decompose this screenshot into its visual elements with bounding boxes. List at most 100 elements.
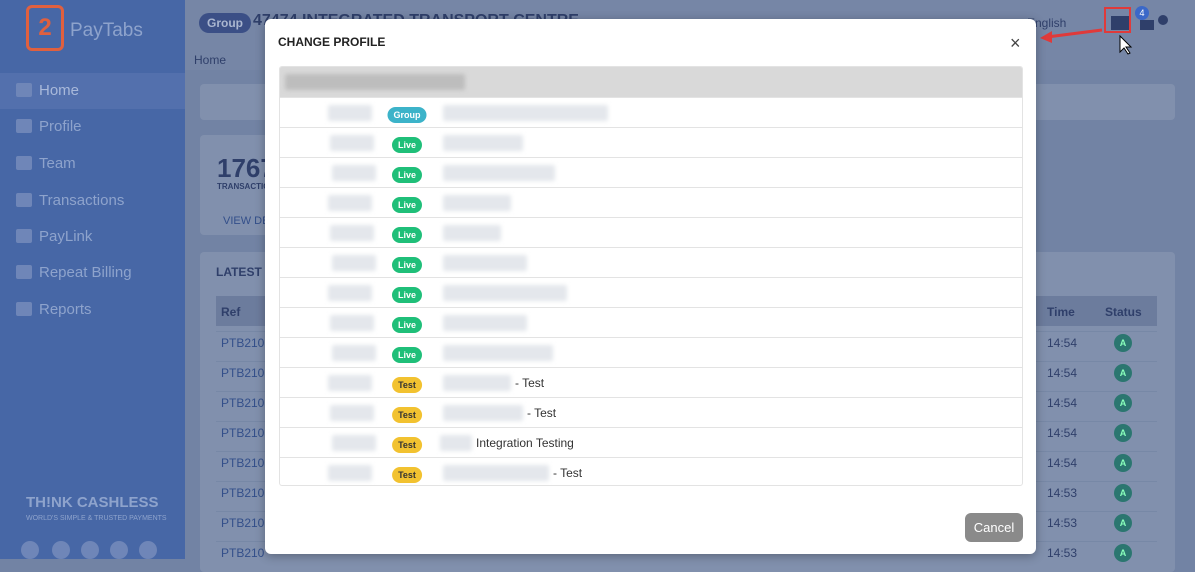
env-badge: Test bbox=[392, 467, 422, 483]
profile-id bbox=[330, 135, 374, 151]
summary-label: TRANSACTIONS bbox=[217, 182, 281, 191]
menu-item[interactable]: Transactions bbox=[39, 192, 125, 209]
social-icon[interactable] bbox=[52, 541, 70, 559]
social-icon[interactable] bbox=[110, 541, 128, 559]
notification-count: 4 bbox=[1135, 6, 1149, 20]
ref[interactable]: PTB210 bbox=[221, 516, 265, 530]
column-header: Time bbox=[1047, 305, 1075, 319]
profile-name bbox=[443, 465, 549, 481]
profile-suffix: - Test bbox=[515, 376, 545, 390]
profile-row[interactable]: Live bbox=[280, 157, 1022, 187]
time: 14:53 bbox=[1047, 516, 1078, 530]
ref[interactable]: PTB210 bbox=[221, 456, 265, 470]
menu-item[interactable]: PayLink bbox=[39, 228, 93, 245]
status: A bbox=[1114, 364, 1132, 382]
ref[interactable]: PTB210 bbox=[221, 396, 265, 410]
social-icon[interactable] bbox=[139, 541, 157, 559]
ref[interactable]: PTB210 bbox=[221, 546, 265, 560]
profile-name bbox=[443, 105, 608, 121]
profile-id bbox=[328, 105, 372, 121]
profile-row[interactable]: Live bbox=[280, 217, 1022, 247]
ref[interactable]: PTB210 bbox=[221, 336, 265, 350]
time: 14:53 bbox=[1047, 486, 1078, 500]
menu-icon bbox=[16, 119, 32, 133]
profile-suffix: - Test bbox=[553, 466, 583, 480]
time: 14:54 bbox=[1047, 396, 1078, 410]
profile-id bbox=[328, 285, 372, 301]
menu-icon bbox=[16, 83, 32, 97]
ref[interactable]: PTB210 bbox=[221, 426, 265, 440]
time: 14:54 bbox=[1047, 366, 1078, 380]
profile-row[interactable]: Live bbox=[280, 127, 1022, 157]
profile-id bbox=[330, 225, 374, 241]
profile-row[interactable]: Live bbox=[280, 187, 1022, 217]
env-badge: Live bbox=[391, 347, 423, 363]
profile-row[interactable]: Live bbox=[280, 247, 1022, 277]
profile-row[interactable]: Test - Test bbox=[280, 367, 1022, 397]
tagline: WORLD'S SIMPLE & TRUSTED PAYMENTS bbox=[26, 515, 167, 522]
menu-item[interactable]: Team bbox=[39, 155, 76, 172]
menu-icon bbox=[16, 193, 32, 207]
social-icon[interactable] bbox=[21, 541, 39, 559]
status: A bbox=[1114, 394, 1132, 412]
sidebar: 2 PayTabs TH!NK CASHLESS WORLD'S SIMPLE … bbox=[0, 0, 185, 559]
profile-row[interactable]: Live bbox=[280, 337, 1022, 367]
profile-id bbox=[330, 405, 374, 421]
profile-name bbox=[443, 255, 527, 271]
modal-title: CHANGE PROFILE bbox=[278, 35, 386, 49]
profile-name bbox=[443, 195, 511, 211]
status: A bbox=[1114, 424, 1132, 442]
status: A bbox=[1114, 334, 1132, 352]
menu-item[interactable]: Reports bbox=[39, 301, 92, 318]
time: 14:54 bbox=[1047, 456, 1078, 470]
change-profile-modal: CHANGE PROFILE × Group Live Live Live Live Li… bbox=[265, 19, 1036, 554]
profile-list: Group Live Live Live Live Live Live Live Live Tes… bbox=[279, 66, 1023, 486]
env-badge: Live bbox=[391, 287, 423, 303]
profile-row[interactable]: Test - Test bbox=[280, 457, 1022, 485]
menu-item[interactable]: Profile bbox=[39, 118, 82, 135]
env-badge: Test bbox=[392, 377, 422, 393]
profile-row[interactable]: Test - Test bbox=[280, 397, 1022, 427]
ref[interactable]: PTB210 bbox=[221, 486, 265, 500]
logo: 2 bbox=[26, 5, 64, 51]
status: A bbox=[1114, 454, 1132, 472]
column-header: Status bbox=[1105, 305, 1142, 319]
list-header bbox=[280, 67, 1022, 97]
profile-name bbox=[443, 135, 523, 151]
profile-name bbox=[443, 315, 527, 331]
switch-icon bbox=[1111, 16, 1129, 30]
profile-id bbox=[332, 345, 376, 361]
profile-id bbox=[332, 165, 376, 181]
column-header: Ref bbox=[221, 305, 241, 319]
profile-switch-highlight[interactable] bbox=[1104, 7, 1131, 33]
status: A bbox=[1114, 484, 1132, 502]
profile-name bbox=[443, 225, 501, 241]
profile-suffix: - Test bbox=[527, 406, 557, 420]
menu-item[interactable]: Repeat Billing bbox=[39, 264, 132, 281]
env-badge: Live bbox=[391, 197, 423, 213]
env-badge: Group bbox=[387, 107, 427, 123]
profile-name bbox=[440, 435, 472, 451]
menu-item[interactable]: Home bbox=[39, 82, 80, 99]
time: 14:53 bbox=[1047, 546, 1078, 560]
menu-icon bbox=[16, 302, 32, 316]
profile-row[interactable]: Live bbox=[280, 277, 1022, 307]
ref[interactable]: PTB210 bbox=[221, 366, 265, 380]
group-badge: Group bbox=[199, 13, 251, 33]
slogan: TH!NK CASHLESS bbox=[26, 494, 159, 511]
annotation bbox=[1040, 15, 1168, 55]
profile-name bbox=[443, 345, 553, 361]
env-badge: Live bbox=[391, 317, 423, 333]
language: English bbox=[1027, 16, 1067, 30]
arrow-head bbox=[1040, 31, 1052, 43]
social-icon[interactable] bbox=[81, 541, 99, 559]
env-badge: Test bbox=[392, 437, 422, 453]
env-badge: Live bbox=[391, 167, 423, 183]
profile-row[interactable]: Live bbox=[280, 307, 1022, 337]
cancel-button[interactable]: Cancel bbox=[965, 513, 1023, 542]
close-button[interactable]: × bbox=[1010, 33, 1021, 53]
cursor bbox=[1119, 34, 1133, 55]
profile-row[interactable]: Group bbox=[280, 97, 1022, 127]
profile-row[interactable]: Test Integration Testing bbox=[280, 427, 1022, 457]
